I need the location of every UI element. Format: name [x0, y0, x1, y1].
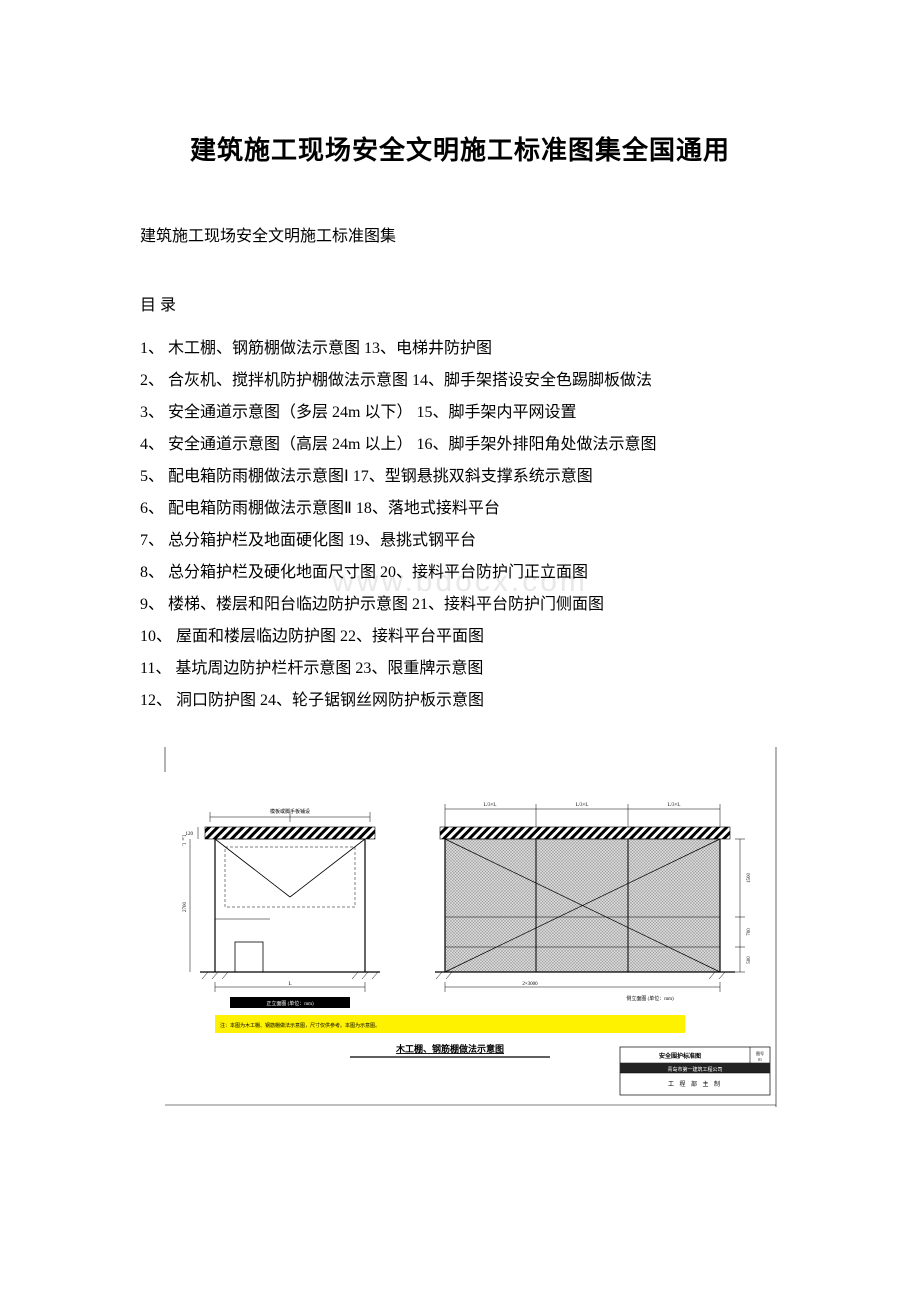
toc-item: 12、 洞口防护图 24、轮子锯钢丝网防护板示意图: [140, 685, 780, 717]
toc-list: 1、 木工棚、钢筋棚做法示意图 13、电梯井防护图 2、 合灰机、搅拌机防护棚做…: [140, 333, 780, 717]
titleblock-row: 青岛市第一建筑工程公司: [667, 1066, 722, 1073]
technical-diagram: 模板或脚手板铺设 120 L×L L 正立: [160, 747, 780, 1107]
titleblock-row: 安全围护标准图: [659, 1052, 701, 1060]
dim-label: 模板或脚手板铺设: [270, 808, 310, 815]
toc-item: 10、 屋面和楼层临边防护图 22、接料平台平面图: [140, 621, 780, 653]
toc-item: 2、 合灰机、搅拌机防护棚做法示意图 14、脚手架搭设安全色踢脚板做法: [140, 365, 780, 397]
document-title: 建筑施工现场安全文明施工标准图集全国通用: [140, 130, 780, 167]
toc-item: 1、 木工棚、钢筋棚做法示意图 13、电梯井防护图: [140, 333, 780, 365]
dim-label: 120: [186, 832, 194, 837]
dim-label: L: [288, 982, 291, 987]
dim-label: L/3×L: [668, 803, 681, 808]
titleblock-code: 图号: [756, 1050, 764, 1056]
dim-label: 500: [747, 956, 752, 964]
toc-heading: 目 录: [140, 291, 780, 315]
dim-label: L/3×L: [484, 803, 497, 808]
unit-label: 正立面图 (单位：mm): [266, 1000, 314, 1007]
dim-label: 700: [747, 928, 752, 936]
titleblock-row: 工 程 部 主 制: [668, 1080, 722, 1088]
toc-item: 7、 总分箱护栏及地面硬化图 19、悬挑式钢平台: [140, 525, 780, 557]
toc-item: 3、 安全通道示意图（多层 24m 以下） 15、脚手架内平网设置: [140, 397, 780, 429]
dim-label: 2×3000: [522, 982, 538, 987]
toc-item: 4、 安全通道示意图（高层 24m 以上） 16、脚手架外排阳角处做法示意图: [140, 429, 780, 461]
note-text: 注：本图为木工棚、钢筋棚做法示意图，尺寸仅供参考。本图为示意图。: [220, 1022, 380, 1029]
dim-label: 1500: [747, 873, 752, 884]
toc-item: 9、 楼梯、楼层和阳台临边防护示意图 21、接料平台防护门侧面图: [140, 589, 780, 621]
document-subtitle: 建筑施工现场安全文明施工标准图集: [140, 222, 780, 246]
toc-item: 8、 总分箱护栏及硬化地面尺寸图 20、接料平台防护门正立面图: [140, 557, 780, 589]
spacing-label: L×L: [181, 835, 186, 846]
titleblock-code: 01: [758, 1057, 762, 1062]
toc-item: 11、 基坑周边防护栏杆示意图 23、限重牌示意图: [140, 653, 780, 685]
dim-label: 2700: [183, 902, 188, 913]
dim-label: L/3×L: [576, 803, 589, 808]
diagram-caption: 木工棚、钢筋棚做法示意图: [395, 1043, 504, 1054]
unit-label: 侧立面图 (单位：mm): [626, 995, 674, 1002]
toc-item: 6、 配电箱防雨棚做法示意图Ⅱ 18、落地式接料平台: [140, 493, 780, 525]
toc-item: 5、 配电箱防雨棚做法示意图Ⅰ 17、型钢悬挑双斜支撑系统示意图: [140, 461, 780, 493]
